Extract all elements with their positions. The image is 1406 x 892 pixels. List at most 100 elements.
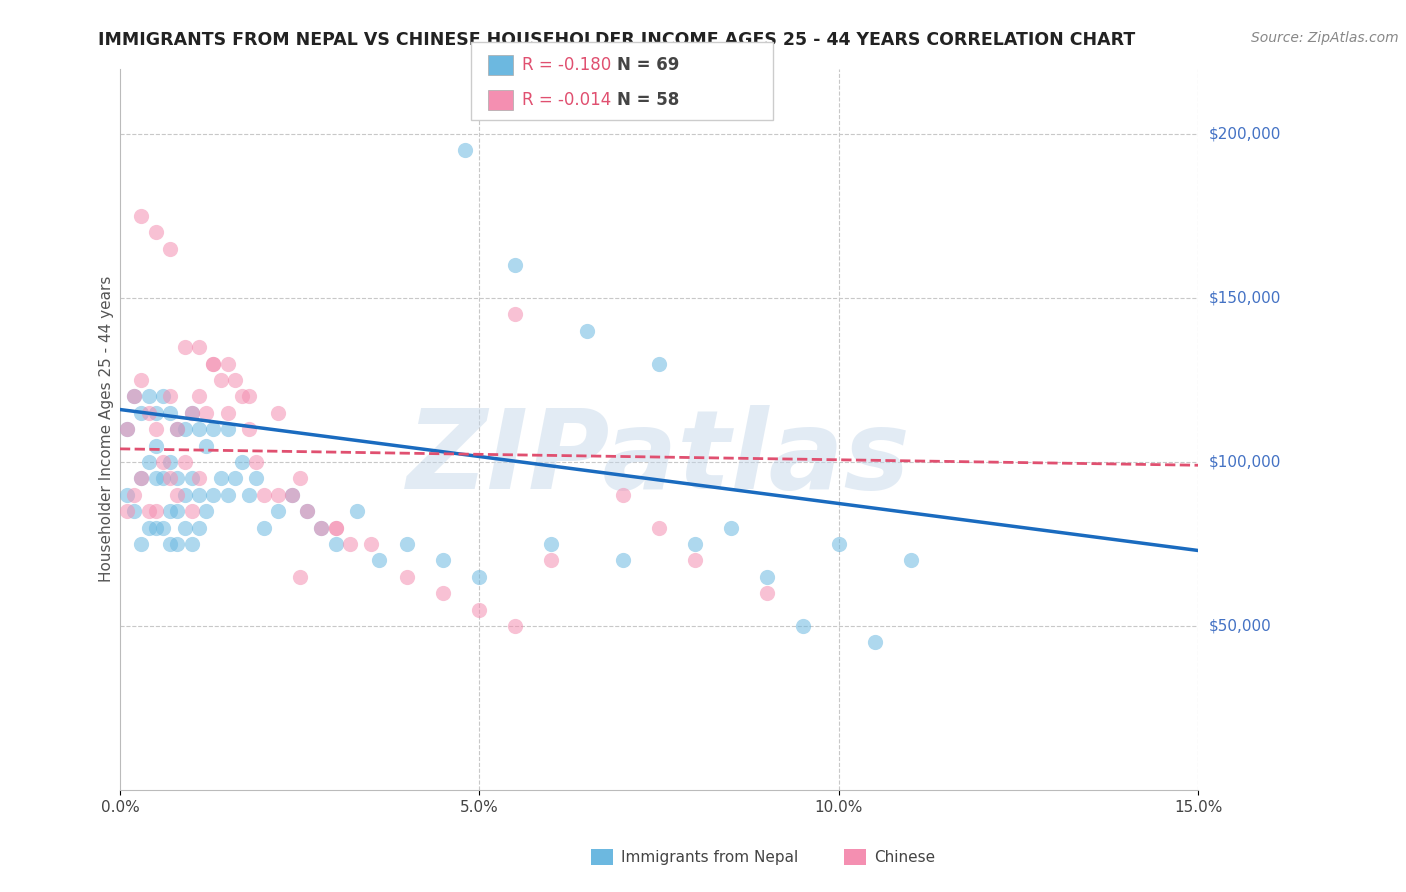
Point xyxy=(755,570,778,584)
Point xyxy=(339,537,361,551)
Point xyxy=(138,389,160,403)
Point xyxy=(202,357,225,371)
Point xyxy=(295,504,318,518)
Point xyxy=(188,520,211,534)
Text: R = -0.180: R = -0.180 xyxy=(522,56,610,74)
Point xyxy=(503,258,526,272)
Point xyxy=(217,406,239,420)
Point xyxy=(325,537,347,551)
Point xyxy=(145,471,167,485)
Point xyxy=(202,357,225,371)
Text: Immigrants from Nepal: Immigrants from Nepal xyxy=(621,850,799,864)
Point xyxy=(209,471,232,485)
Point xyxy=(145,406,167,420)
Point xyxy=(503,619,526,633)
Point xyxy=(245,455,267,469)
Point xyxy=(159,389,181,403)
Point xyxy=(159,504,181,518)
Point xyxy=(863,635,886,649)
Point xyxy=(828,537,851,551)
Point xyxy=(166,422,188,436)
Point xyxy=(166,537,188,551)
Point xyxy=(281,488,304,502)
Point xyxy=(755,586,778,600)
Point xyxy=(131,471,153,485)
Text: IMMIGRANTS FROM NEPAL VS CHINESE HOUSEHOLDER INCOME AGES 25 - 44 YEARS CORRELATI: IMMIGRANTS FROM NEPAL VS CHINESE HOUSEHO… xyxy=(98,31,1136,49)
Point xyxy=(159,455,181,469)
Point xyxy=(396,537,419,551)
Point xyxy=(217,357,239,371)
Point xyxy=(325,520,347,534)
Point xyxy=(900,553,922,567)
Point xyxy=(138,455,160,469)
Point xyxy=(188,488,211,502)
Point xyxy=(188,389,211,403)
Point xyxy=(195,504,218,518)
Point xyxy=(468,570,491,584)
Text: $100,000: $100,000 xyxy=(1209,454,1282,469)
Point xyxy=(195,439,218,453)
Point xyxy=(360,537,382,551)
Text: N = 58: N = 58 xyxy=(617,91,679,109)
Point xyxy=(173,488,195,502)
Point xyxy=(576,324,599,338)
Point xyxy=(267,406,290,420)
Point xyxy=(325,520,347,534)
Point xyxy=(180,504,202,518)
Point xyxy=(152,471,174,485)
Point xyxy=(159,242,181,256)
Point xyxy=(683,537,706,551)
Point xyxy=(115,504,138,518)
Point xyxy=(131,406,153,420)
Point xyxy=(468,602,491,616)
Text: N = 69: N = 69 xyxy=(617,56,679,74)
Point xyxy=(454,144,477,158)
Point xyxy=(295,504,318,518)
Point xyxy=(180,471,202,485)
Point xyxy=(540,553,562,567)
Point xyxy=(432,553,454,567)
Point xyxy=(224,471,246,485)
Point xyxy=(159,537,181,551)
Point xyxy=(188,471,211,485)
Point xyxy=(180,537,202,551)
Point xyxy=(195,406,218,420)
Point xyxy=(224,373,246,387)
Point xyxy=(145,422,167,436)
Point xyxy=(683,553,706,567)
Point xyxy=(173,455,195,469)
Point xyxy=(131,373,153,387)
Point xyxy=(231,455,253,469)
Point xyxy=(267,504,290,518)
Point xyxy=(309,520,332,534)
Point xyxy=(173,520,195,534)
Point xyxy=(152,520,174,534)
Point xyxy=(166,422,188,436)
Text: R = -0.014: R = -0.014 xyxy=(522,91,610,109)
Point xyxy=(159,406,181,420)
Point xyxy=(166,471,188,485)
Point xyxy=(166,504,188,518)
Point xyxy=(503,307,526,321)
Point xyxy=(159,471,181,485)
Point xyxy=(115,422,138,436)
Text: $200,000: $200,000 xyxy=(1209,127,1282,142)
Point xyxy=(145,439,167,453)
Point xyxy=(152,455,174,469)
Point xyxy=(245,471,267,485)
Point xyxy=(124,488,146,502)
Point xyxy=(138,520,160,534)
Point xyxy=(180,406,202,420)
Point xyxy=(217,422,239,436)
Point xyxy=(648,520,671,534)
Point xyxy=(202,488,225,502)
Point xyxy=(180,406,202,420)
Point xyxy=(281,488,304,502)
Point xyxy=(792,619,814,633)
Point xyxy=(188,340,211,354)
Point xyxy=(138,406,160,420)
Point xyxy=(396,570,419,584)
Point xyxy=(145,226,167,240)
Point xyxy=(720,520,742,534)
Point xyxy=(612,553,634,567)
